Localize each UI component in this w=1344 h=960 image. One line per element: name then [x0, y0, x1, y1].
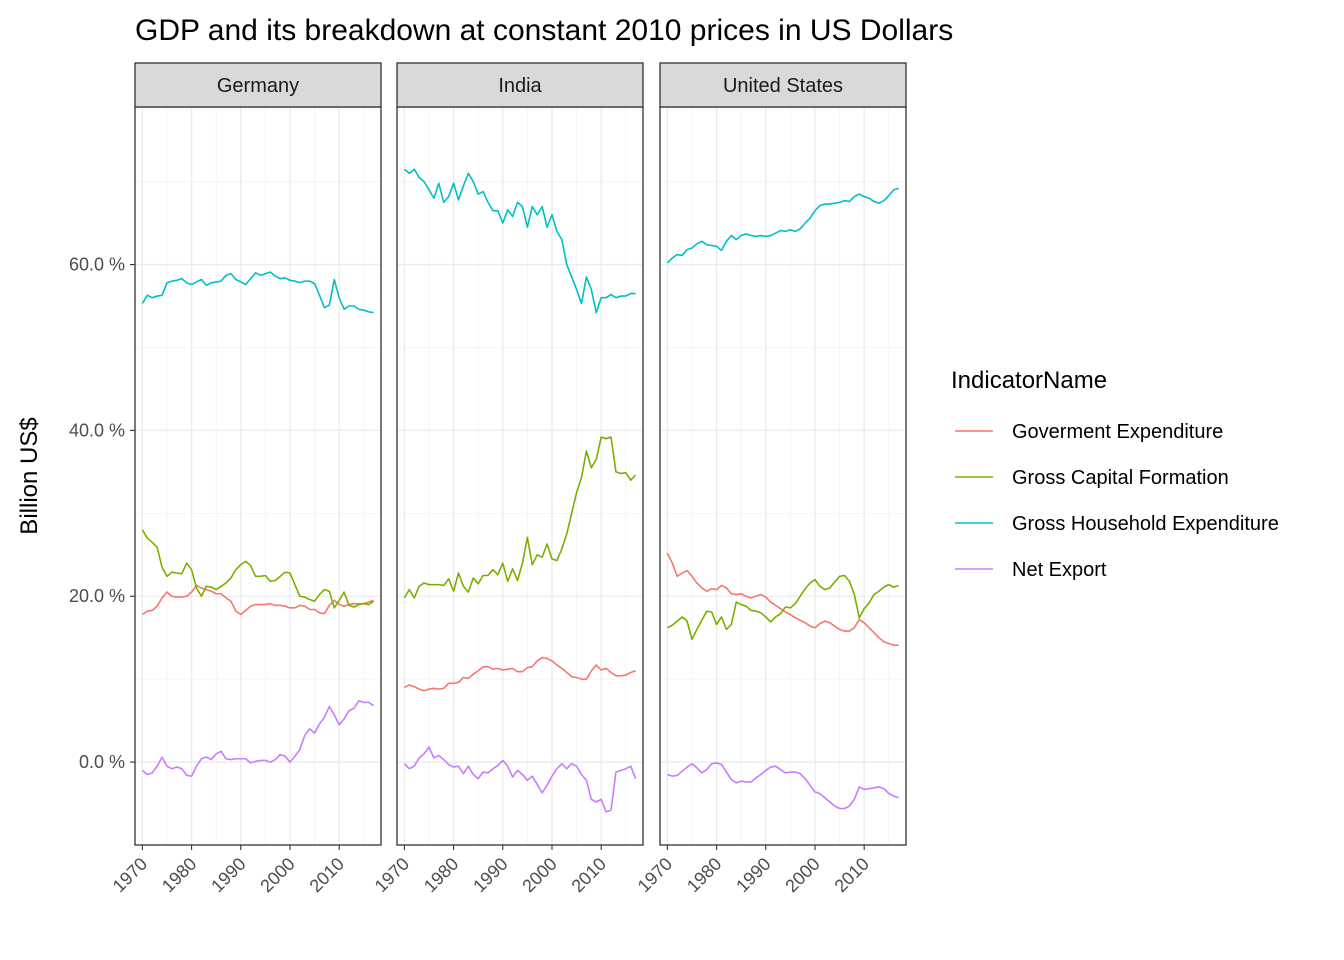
legend: IndicatorName Goverment Expenditure Gross…: [951, 367, 1279, 581]
y-tick-label: 60.0 %: [69, 255, 125, 275]
series-line-india-net-export: [403, 746, 637, 813]
y-tick-label: 40.0 %: [69, 420, 125, 440]
facet-strip: [659, 62, 907, 108]
panel-germany: Germany 1970 1980 1990 2000 2010: [109, 62, 382, 896]
x-tick-label: 1970: [371, 854, 413, 896]
y-axis-title: Billion US$: [16, 417, 43, 534]
x-tick-label: 2010: [306, 854, 348, 896]
x-tick-label: 1990: [207, 854, 249, 896]
y-axis-ticks: 0.0 % 20.0 % 40.0 % 60.0 %: [69, 255, 135, 772]
series-line-india-gross-capital-formation: [403, 436, 637, 599]
series-line-united-states-gross-capital-formation: [667, 574, 899, 641]
facet-strip-label: United States: [723, 75, 843, 97]
series-line-india-goverment-expenditure: [404, 656, 636, 692]
x-tick-label: 1990: [469, 854, 511, 896]
legend-label-gross-household-expenditure: Gross Household Expenditure: [1012, 513, 1279, 535]
series-line-united-states-gross-household-expenditure: [666, 187, 899, 264]
series-line-india-gross-household-expenditure: [403, 168, 636, 314]
legend-title: IndicatorName: [951, 367, 1107, 394]
x-tick-label: 2000: [518, 854, 560, 896]
series-line-germany-net-export: [141, 699, 375, 777]
x-tick-label: 1970: [109, 854, 151, 896]
x-tick-label: 1980: [158, 854, 200, 896]
panel-border: [134, 106, 382, 846]
panel-united-states: United States 1970 1980 1990 2000 2010: [634, 62, 907, 896]
legend-label-gross-capital-formation: Gross Capital Formation: [1012, 467, 1229, 489]
series-line-germany-gross-capital-formation: [141, 529, 375, 609]
facet-strip: [134, 62, 382, 108]
series-line-germany-goverment-expenditure: [141, 584, 374, 616]
x-tick-label: 2010: [831, 854, 873, 896]
x-tick-label: 1990: [732, 854, 774, 896]
x-tick-label: 2010: [568, 854, 610, 896]
x-tick-label: 2000: [781, 854, 823, 896]
x-tick-label: 1970: [634, 854, 676, 896]
x-tick-label: 1980: [683, 854, 725, 896]
panel-border: [396, 106, 644, 846]
facet-strip-label: India: [498, 75, 542, 97]
series-line-germany-gross-household-expenditure: [141, 271, 374, 314]
legend-label-goverment-expenditure: Goverment Expenditure: [1012, 421, 1223, 443]
y-tick-label: 0.0 %: [79, 752, 125, 772]
panel-border: [659, 106, 907, 846]
chart-title: GDP and its breakdown at constant 2010 p…: [135, 14, 953, 47]
panel-india: India 1970 1980 1990 2000 2010: [371, 62, 644, 896]
facet-strip: [396, 62, 644, 108]
legend-label-net-export: Net Export: [1012, 559, 1107, 581]
facet-strip-label: Germany: [217, 75, 299, 97]
x-tick-label: 1980: [420, 854, 462, 896]
x-tick-label: 2000: [256, 854, 298, 896]
y-tick-label: 20.0 %: [69, 586, 125, 606]
series-line-united-states-net-export: [667, 762, 899, 810]
